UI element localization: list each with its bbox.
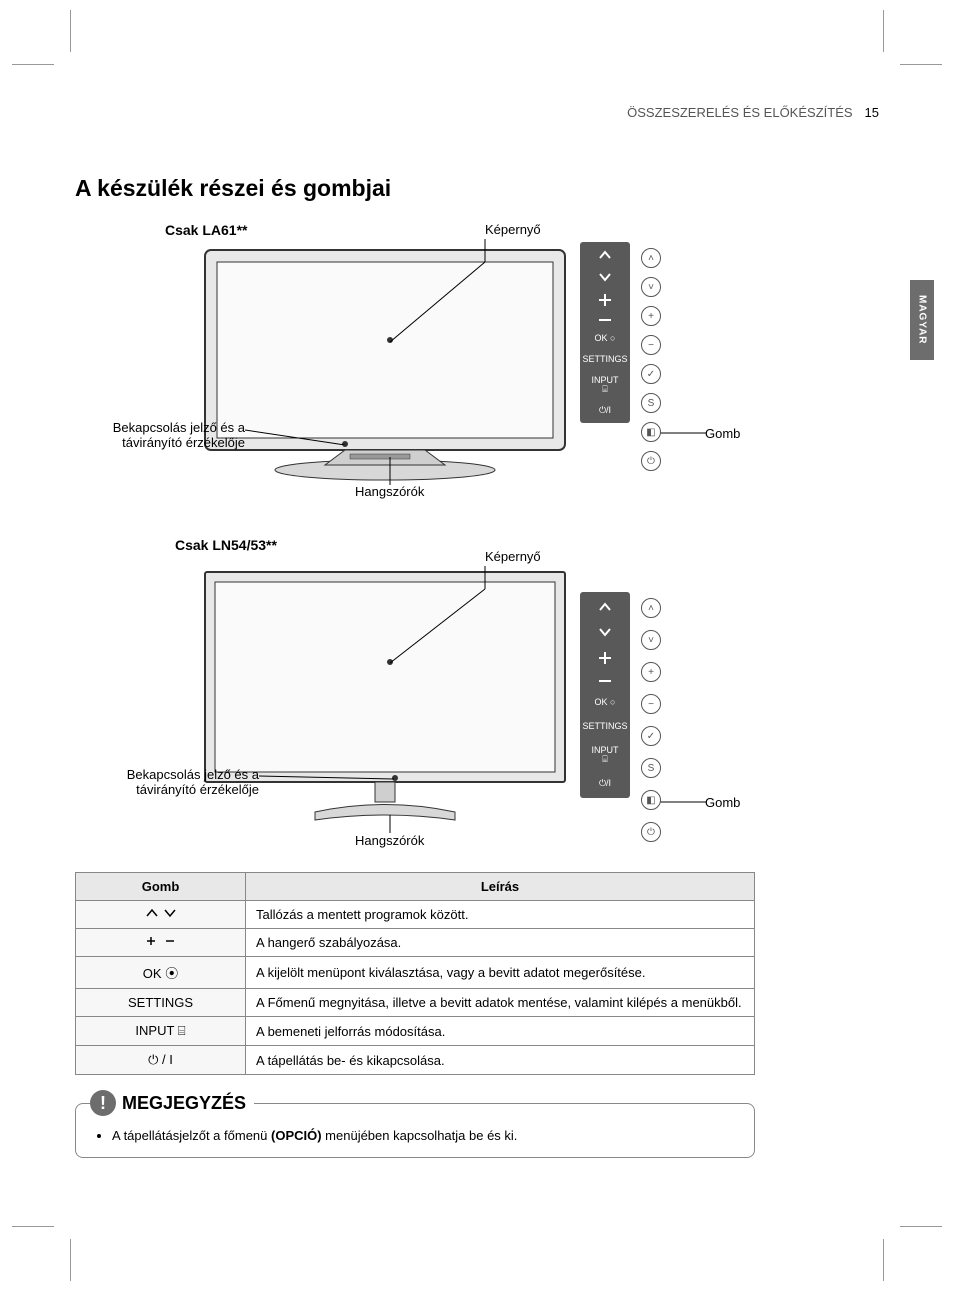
- ok-label: OK ○: [595, 334, 616, 343]
- callout-speakers: Hangszórók: [355, 833, 424, 848]
- circle-s-icon: S: [641, 758, 661, 778]
- model-label: Csak LA61**: [165, 222, 248, 238]
- header-section: ÖSSZESZERELÉS ÉS ELŐKÉSZÍTÉS: [627, 105, 852, 120]
- table-row: INPUT ⌸ A bemeneti jelforrás módosítása.: [76, 1017, 755, 1046]
- chevron-down-icon: [598, 627, 612, 637]
- circle-down-icon: ˅: [641, 630, 661, 650]
- cell-desc: A kijelölt menüpont kiválasztása, vagy a…: [246, 957, 755, 989]
- circle-minus-icon: −: [641, 335, 661, 355]
- diagram-ln54: Csak LN54/53** Képernyő Bekapcsolás jelz…: [75, 537, 879, 847]
- cell-desc: A bemeneti jelforrás módosítása.: [246, 1017, 755, 1046]
- page-number: 15: [865, 105, 879, 120]
- crop-mark: [883, 10, 884, 52]
- note-bullet: A tápellátásjelzőt a főmenü (OPCIÓ) menü…: [112, 1128, 736, 1143]
- page-header: ÖSSZESZERELÉS ÉS ELŐKÉSZÍTÉS 15: [75, 105, 879, 120]
- remote-icon-column: ˄ ˅ + − ✓ S ◧ ⏻: [637, 594, 665, 842]
- circle-up-icon: ˄: [641, 598, 661, 618]
- note-title-text: MEGJEGYZÉS: [122, 1093, 246, 1114]
- circle-minus-icon: −: [641, 694, 661, 714]
- cell-button: [76, 929, 246, 957]
- language-tab: MAGYAR: [910, 280, 934, 360]
- table-row: A hangerő szabályozása.: [76, 929, 755, 957]
- table-row: ⏻ / I A tápellátás be- és kikapcsolása.: [76, 1046, 755, 1075]
- cell-button: [76, 901, 246, 929]
- th-button: Gomb: [76, 873, 246, 901]
- table-row: OK ⦿ A kijelölt menüpont kiválasztása, v…: [76, 957, 755, 989]
- cell-desc: A tápellátás be- és kikapcsolása.: [246, 1046, 755, 1075]
- callout-line: [385, 561, 495, 666]
- button-panel: OK ○ SETTINGS INPUT⌸ ⏻/I: [580, 592, 630, 798]
- cell-button: OK ⦿: [76, 957, 246, 989]
- chevron-up-icon: [598, 250, 612, 260]
- callout-line: [245, 425, 350, 445]
- callout-sensor: Bekapcsolás jelző és a távirányító érzék…: [75, 420, 245, 450]
- plus-icon: [599, 294, 611, 306]
- button-panel: OK ○ SETTINGS INPUT⌸ ⏻/I: [580, 242, 630, 423]
- settings-label: SETTINGS: [582, 722, 627, 731]
- circle-check-icon: ✓: [641, 364, 661, 384]
- input-label: INPUT⌸: [592, 376, 619, 394]
- table-row: Tallózás a mentett programok között.: [76, 901, 755, 929]
- button-description-table: Gomb Leírás Tallózás a mentett programok…: [75, 872, 755, 1075]
- diagram-la61: Csak LA61** Képernyő Bekapcsolás jelző é…: [75, 222, 879, 512]
- cell-button: INPUT ⌸: [76, 1017, 246, 1046]
- chevron-up-icon: [598, 602, 612, 612]
- cell-desc: A Főmenű megnyitása, illetve a bevitt ad…: [246, 989, 755, 1017]
- note-title: ! MEGJEGYZÉS: [90, 1090, 254, 1116]
- circle-plus-icon: +: [641, 662, 661, 682]
- plusminus-icon: [144, 935, 178, 947]
- callout-button: Gomb: [705, 795, 740, 810]
- callout-sensor: Bekapcsolás jelző és a távirányító érzék…: [89, 767, 259, 797]
- minus-icon: [599, 679, 611, 683]
- remote-icon-column: ˄ ˅ + − ✓ S ◧ ⏻: [637, 244, 665, 471]
- callout-line: [380, 457, 400, 487]
- note-text: A tápellátásjelzőt a főmenü: [112, 1128, 271, 1143]
- callout-button: Gomb: [705, 426, 740, 441]
- callout-line: [259, 773, 397, 783]
- exclamation-icon: !: [90, 1090, 116, 1116]
- section-title: A készülék részei és gombjai: [75, 175, 879, 202]
- cell-button: ⏻ / I: [76, 1046, 246, 1075]
- plus-icon: [599, 652, 611, 664]
- circle-power-icon: ⏻: [641, 822, 661, 842]
- power-label: ⏻/I: [599, 406, 611, 415]
- crop-mark: [70, 10, 71, 52]
- power-label: ⏻/I: [599, 779, 611, 788]
- model-label: Csak LN54/53**: [175, 537, 277, 553]
- note-bold: (OPCIÓ): [271, 1128, 322, 1143]
- note-text: menüjében kapcsolhatja be és ki.: [322, 1128, 518, 1143]
- updown-icon: [144, 907, 178, 919]
- page-content: ÖSSZESZERELÉS ÉS ELŐKÉSZÍTÉS 15 MAGYAR A…: [75, 20, 879, 1271]
- input-label: INPUT⌸: [592, 746, 619, 764]
- callout-line: [660, 432, 706, 434]
- crop-mark: [900, 1226, 942, 1227]
- callout-line: [380, 815, 400, 835]
- circle-up-icon: ˄: [641, 248, 661, 268]
- minus-icon: [599, 318, 611, 322]
- crop-mark: [70, 1239, 71, 1281]
- circle-power-icon: ⏻: [641, 451, 661, 471]
- crop-mark: [900, 64, 942, 65]
- chevron-down-icon: [598, 272, 612, 282]
- circle-check-icon: ✓: [641, 726, 661, 746]
- crop-mark: [883, 1239, 884, 1281]
- cell-button: SETTINGS: [76, 989, 246, 1017]
- ok-label: OK ○: [595, 698, 616, 707]
- th-desc: Leírás: [246, 873, 755, 901]
- crop-mark: [12, 64, 54, 65]
- table-header-row: Gomb Leírás: [76, 873, 755, 901]
- circle-s-icon: S: [641, 393, 661, 413]
- cell-desc: A hangerő szabályozása.: [246, 929, 755, 957]
- table-row: SETTINGS A Főmenű megnyitása, illetve a …: [76, 989, 755, 1017]
- crop-mark: [12, 1226, 54, 1227]
- circle-input-icon: ◧: [641, 790, 661, 810]
- circle-input-icon: ◧: [641, 422, 661, 442]
- callout-line: [385, 234, 495, 344]
- callout-line: [660, 801, 706, 803]
- note-box: ! MEGJEGYZÉS A tápellátásjelzőt a főmenü…: [75, 1103, 755, 1158]
- cell-desc: Tallózás a mentett programok között.: [246, 901, 755, 929]
- circle-plus-icon: +: [641, 306, 661, 326]
- circle-down-icon: ˅: [641, 277, 661, 297]
- settings-label: SETTINGS: [582, 355, 627, 364]
